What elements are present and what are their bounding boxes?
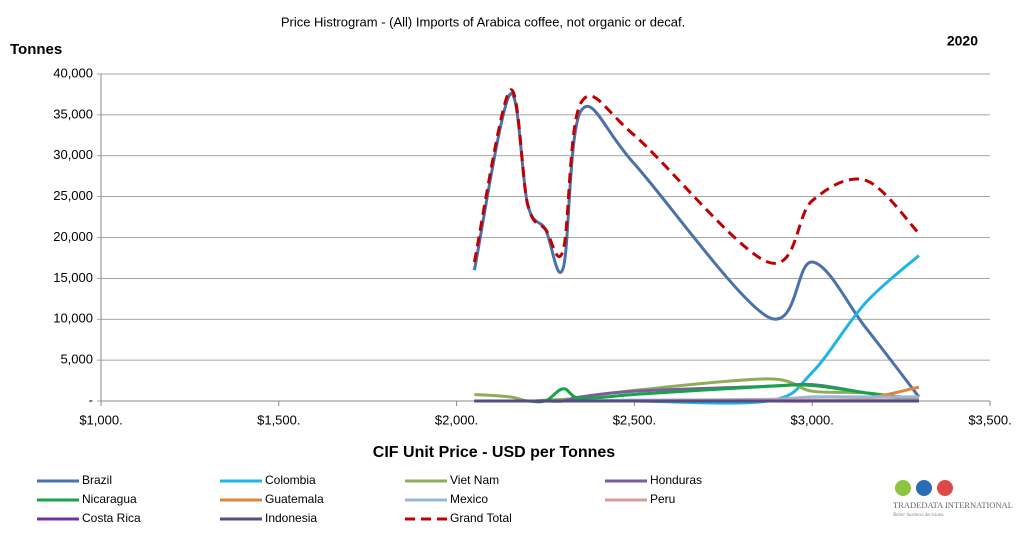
- logo-globe: [916, 480, 932, 496]
- y-axis-label: Tonnes: [10, 41, 62, 58]
- logo-globe: [895, 480, 911, 496]
- x-tick-label: $2,000.: [435, 412, 478, 427]
- legend-label: Viet Nam: [450, 473, 499, 487]
- chart-title: Price Histrogram - (All) Imports of Arab…: [281, 14, 685, 29]
- legend-label: Grand Total: [450, 511, 512, 525]
- series-line: [472, 92, 921, 398]
- x-axis-label: CIF Unit Price - USD per Tonnes: [373, 444, 616, 461]
- legend-label: Colombia: [265, 473, 316, 487]
- x-tick-label: $3,000.: [791, 412, 834, 427]
- y-tick-label: 10,000: [53, 311, 93, 326]
- annotation: 2020: [947, 33, 978, 49]
- legend-label: Nicaragua: [82, 492, 137, 506]
- logo-globe: [937, 480, 953, 496]
- legend-label: Guatemala: [265, 492, 324, 506]
- legend-label: Peru: [650, 492, 675, 506]
- y-tick-label: 25,000: [53, 188, 93, 203]
- y-tick-label: 35,000: [53, 106, 93, 121]
- y-tick-label: 15,000: [53, 270, 93, 285]
- x-tick-label: $3,500.: [968, 412, 1011, 427]
- legend-label: Brazil: [82, 473, 112, 487]
- x-tick-label: $1,000.: [79, 412, 122, 427]
- logo-name: TRADEDATA INTERNATIONAL: [893, 500, 1013, 510]
- legend-label: Honduras: [650, 473, 702, 487]
- y-tick-label: -: [89, 392, 93, 407]
- x-tick-label: $1,500.: [257, 412, 300, 427]
- series-line: [472, 88, 920, 265]
- y-tick-label: 5,000: [60, 352, 93, 367]
- logo: TRADEDATA INTERNATIONAL Better business …: [893, 480, 1013, 518]
- legend-label: Mexico: [450, 492, 488, 506]
- series-line: [474, 254, 920, 405]
- y-tick-label: 40,000: [53, 65, 93, 80]
- legend-label: Indonesia: [265, 511, 317, 525]
- y-tick-label: 20,000: [53, 229, 93, 244]
- legend-label: Costa Rica: [82, 511, 141, 525]
- logo-tagline: Better business decisions.: [893, 513, 945, 518]
- y-tick-label: 30,000: [53, 147, 93, 162]
- x-tick-label: $2,500.: [613, 412, 656, 427]
